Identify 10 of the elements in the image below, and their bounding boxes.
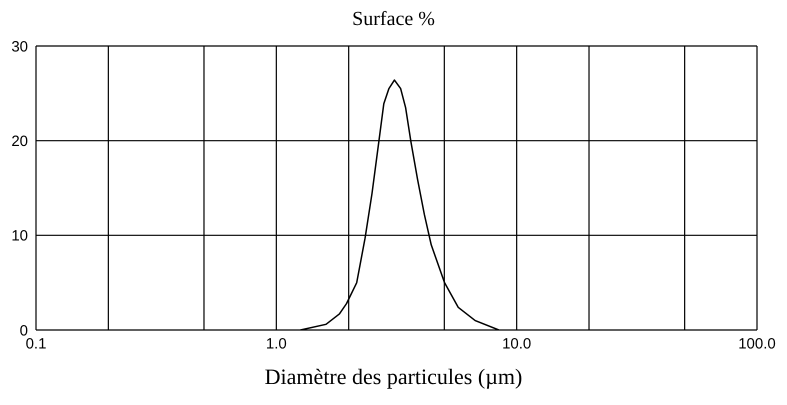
chart-title: Surface %	[351, 8, 436, 32]
y-tick-label: 20	[11, 132, 28, 150]
y-tick-label: 0	[20, 322, 28, 340]
x-tick-label: 10.0	[502, 336, 532, 353]
x-axis-title: Diamètre des particules (µm)	[264, 364, 524, 390]
y-tick-label: 30	[11, 38, 28, 56]
x-tick-label: 1.0	[266, 336, 287, 353]
x-tick-label: 0.1	[26, 336, 46, 353]
x-tick-label: 100.0	[738, 336, 776, 353]
y-tick-label: 10	[11, 228, 28, 245]
